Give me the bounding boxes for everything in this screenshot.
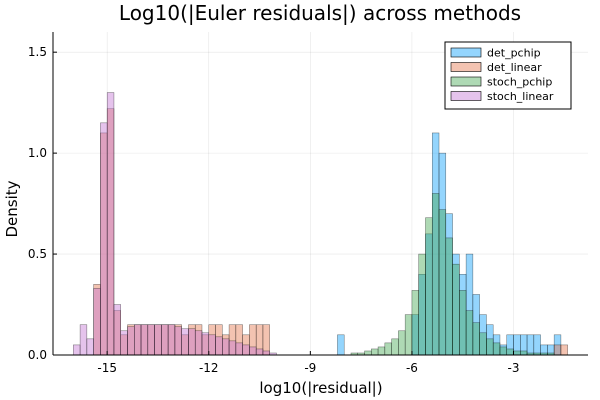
histogram-bar — [188, 328, 196, 356]
histogram-bar — [86, 338, 94, 356]
legend-label: stoch_pchip — [487, 76, 552, 89]
legend-swatch — [450, 76, 482, 87]
x-axis-label: log10(|residual|) — [259, 379, 382, 397]
histogram-bar — [398, 330, 406, 356]
histogram-bar — [228, 340, 237, 356]
x-tick-label: -15 — [97, 361, 117, 375]
legend-label: det_linear — [487, 61, 542, 74]
tick-labels: -15 -12 -9 -6 -3 0.0 0.5 1.0 1.5 — [28, 45, 520, 375]
histogram-bar — [120, 330, 128, 356]
series-stoch-pchip — [350, 193, 555, 356]
legend-swatch — [450, 62, 482, 72]
histogram-bar — [127, 326, 135, 356]
histogram-bar — [262, 350, 270, 356]
histogram-bar — [425, 217, 433, 356]
histogram-bar — [161, 324, 169, 356]
x-tick-label: -9 — [304, 361, 316, 375]
histogram-bar — [100, 122, 108, 356]
histogram-bar — [533, 334, 541, 356]
histogram-bar — [513, 350, 521, 356]
legend-label: det_pchip — [487, 47, 541, 60]
histogram-bar — [520, 350, 528, 356]
histogram-bar — [262, 324, 270, 356]
y-axis-label: Density — [3, 180, 21, 237]
histogram-bars — [73, 92, 568, 356]
y-tick-label: 1.5 — [28, 45, 47, 59]
histogram-bar — [371, 348, 379, 356]
x-tick-label: -12 — [199, 361, 219, 375]
histogram-bar — [492, 342, 501, 356]
axes — [52, 32, 588, 356]
histogram-bar — [499, 346, 507, 356]
histogram-bar — [384, 342, 392, 356]
histogram-bar — [181, 328, 189, 356]
y-tick-label: 1.0 — [28, 146, 47, 160]
histogram-bar — [506, 348, 514, 356]
legend-box — [444, 41, 572, 110]
histogram-bar — [140, 324, 149, 356]
histogram-bar — [174, 326, 182, 356]
histogram-bar — [215, 336, 223, 356]
histogram-bar — [459, 290, 467, 356]
histogram-bar — [479, 332, 487, 356]
histogram-bar — [201, 332, 210, 356]
histogram-bar — [154, 324, 162, 356]
histogram-bar — [337, 334, 345, 356]
histogram-bar — [79, 324, 88, 356]
histogram-bar — [445, 237, 453, 356]
x-tick-label: -6 — [406, 361, 418, 375]
histogram-bar — [560, 344, 568, 356]
histogram-bar — [222, 338, 230, 356]
chart-title: Log10(|Euler residuals|) across methods — [119, 1, 521, 25]
histogram-bar — [438, 209, 447, 356]
histogram-bar — [134, 324, 142, 356]
series-det-linear — [93, 108, 568, 356]
histogram-bar — [113, 304, 121, 356]
histogram-bar — [452, 263, 460, 356]
histogram-bar — [377, 346, 386, 356]
histogram-bar — [431, 193, 440, 356]
histogram-bar — [106, 92, 115, 356]
series-stoch-linear — [73, 92, 277, 356]
histogram-bar — [208, 334, 216, 356]
histogram-bar — [194, 330, 203, 356]
legend-swatch — [450, 91, 482, 101]
histogram-bar — [526, 334, 535, 356]
histogram-bar — [465, 310, 474, 356]
histogram-bar — [553, 344, 562, 356]
histogram-bar — [404, 314, 413, 356]
histogram-bar — [472, 322, 480, 356]
y-tick-label: 0.5 — [28, 247, 47, 261]
histogram-bar — [249, 346, 257, 356]
y-tick-label: 0.0 — [28, 348, 47, 362]
histogram-bar — [93, 288, 101, 356]
histogram-bar — [147, 324, 155, 356]
histogram-bar — [411, 290, 419, 356]
legend-label: stoch_linear — [487, 90, 554, 103]
histogram-bar — [486, 338, 494, 356]
histogram-bar — [364, 350, 372, 356]
legend-swatch — [450, 47, 482, 58]
histogram-bar — [167, 324, 176, 356]
histogram-bar — [242, 344, 250, 356]
histogram-bar — [391, 338, 399, 356]
histogram-bar — [418, 253, 426, 356]
x-tick-label: -3 — [508, 361, 520, 375]
histogram-bar — [73, 344, 81, 356]
histogram-bar — [235, 342, 243, 356]
histogram-bar — [255, 348, 264, 356]
